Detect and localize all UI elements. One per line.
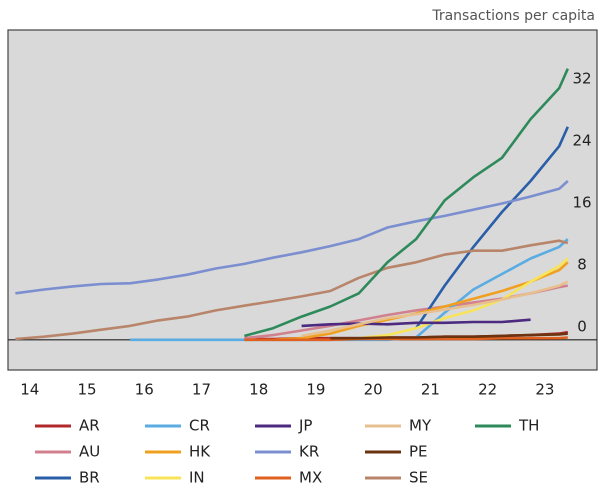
series-line: [15, 180, 569, 295]
y-tick-label: 16: [572, 193, 591, 211]
legend-label: BR: [79, 469, 100, 487]
legend-label: KR: [299, 443, 319, 461]
y-tick-label: 8: [577, 255, 587, 273]
x-tick-label: 14: [20, 381, 39, 399]
legend-label: MY: [409, 417, 432, 435]
series-line: [244, 68, 569, 338]
x-tick-label: 19: [306, 381, 325, 399]
legend-label: AU: [79, 443, 100, 461]
x-tick-label: 15: [77, 381, 96, 399]
legend-label: MX: [299, 469, 322, 487]
series-line: [330, 332, 568, 340]
x-tick-label: 22: [478, 381, 497, 399]
legend-label: IN: [189, 469, 205, 487]
legend-label: PE: [409, 443, 428, 461]
series-line: [301, 280, 569, 338]
y-tick-label: 0: [577, 317, 587, 335]
series-line: [15, 239, 569, 341]
series-line: [301, 318, 531, 328]
chart-title: Transactions per capita: [431, 8, 595, 24]
plot-area: [7, 29, 598, 371]
legend-label: TH: [518, 417, 539, 435]
legend-label: JP: [298, 417, 312, 435]
legend-label: CR: [189, 417, 210, 435]
series-line: [244, 336, 568, 342]
x-tick-label: 17: [192, 381, 211, 399]
x-tick-label: 18: [249, 381, 268, 399]
series-line: [415, 126, 569, 329]
x-tick-label: 23: [535, 381, 554, 399]
y-tick-label: 24: [572, 131, 591, 149]
x-tick-label: 16: [135, 381, 154, 399]
legend-label: AR: [79, 417, 100, 435]
x-tick-label: 20: [364, 381, 383, 399]
y-tick-label: 32: [572, 69, 591, 87]
legend-label: SE: [409, 469, 428, 487]
x-tick-label: 21: [421, 381, 440, 399]
legend-label: HK: [189, 443, 211, 461]
